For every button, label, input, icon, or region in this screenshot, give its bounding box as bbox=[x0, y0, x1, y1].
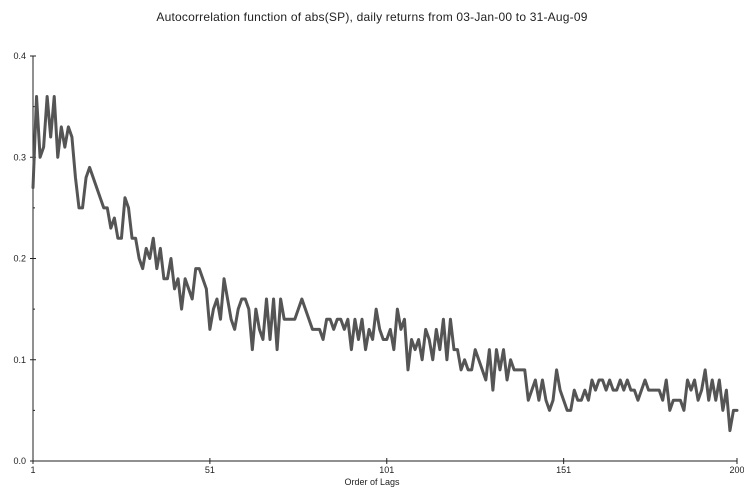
x-tick-label: 151 bbox=[556, 465, 571, 475]
x-tick-label: 51 bbox=[205, 465, 215, 475]
y-tick-label: 0.3 bbox=[13, 152, 26, 162]
y-tick-label: 0.1 bbox=[13, 355, 26, 365]
x-tick-label: 200 bbox=[729, 465, 744, 475]
chart-title: Autocorrelation function of abs(SP), dai… bbox=[156, 10, 588, 24]
ticks-layer: 0.00.10.20.30.41 51 101 151 200 bbox=[13, 51, 744, 475]
x-tick-label: 101 bbox=[379, 465, 394, 475]
series-line bbox=[31, 95, 739, 433]
y-tick-label: 0.4 bbox=[13, 51, 26, 61]
series-layer bbox=[31, 95, 739, 433]
x-axis-label: Order of Lags bbox=[344, 477, 400, 487]
y-tick-label: 0.0 bbox=[13, 456, 26, 466]
y-tick-label: 0.2 bbox=[13, 254, 26, 264]
x-tick-label: 1 bbox=[30, 465, 35, 475]
